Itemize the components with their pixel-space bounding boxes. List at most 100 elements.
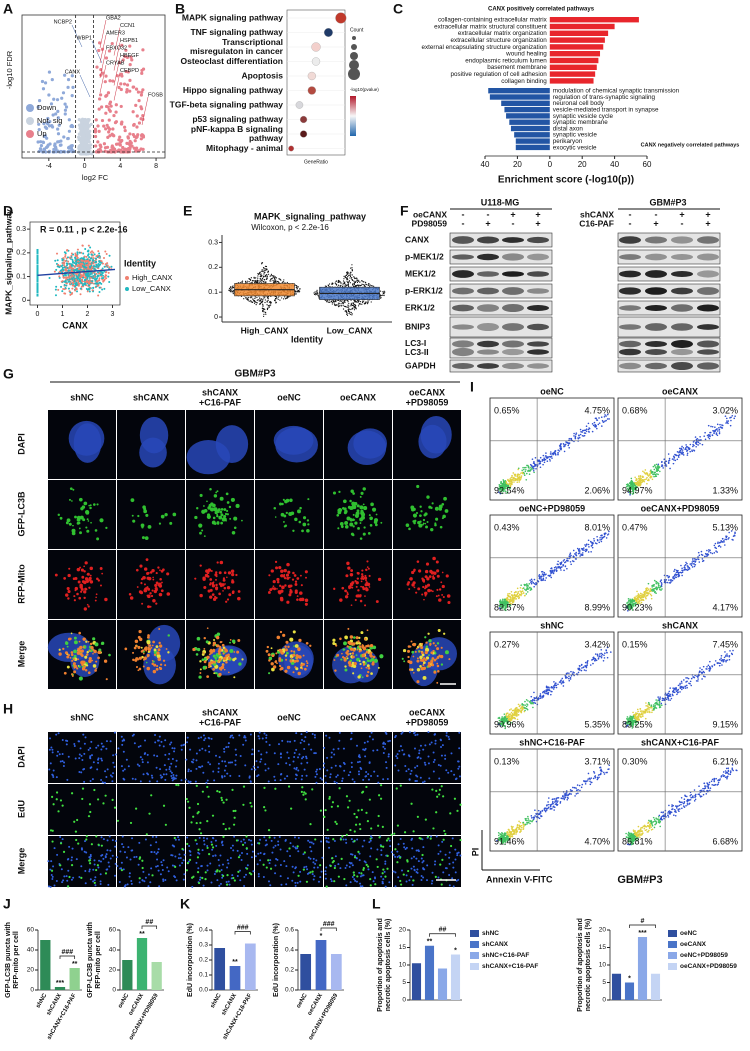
puncta bbox=[293, 574, 297, 577]
column-label: +PD98059 bbox=[406, 397, 449, 407]
puncta bbox=[268, 659, 271, 662]
nucleus bbox=[207, 745, 210, 748]
blot-band bbox=[619, 362, 641, 370]
puncta bbox=[78, 676, 83, 681]
legend-size bbox=[350, 52, 358, 60]
point bbox=[78, 274, 81, 277]
puncta bbox=[222, 652, 225, 655]
point bbox=[70, 254, 73, 257]
nucleus bbox=[268, 743, 271, 746]
jitter-point bbox=[228, 287, 231, 289]
point bbox=[104, 127, 108, 131]
point bbox=[98, 277, 101, 280]
category-label: exocytic vesicle bbox=[553, 144, 597, 151]
puncta bbox=[440, 663, 444, 666]
puncta bbox=[349, 499, 352, 503]
puncta bbox=[436, 656, 440, 659]
puncta bbox=[356, 504, 360, 508]
category-label: distal axon bbox=[553, 125, 584, 132]
point bbox=[49, 102, 54, 106]
nucleus bbox=[87, 748, 90, 751]
jitter-point bbox=[284, 298, 287, 300]
puncta bbox=[84, 655, 88, 659]
point bbox=[106, 262, 109, 265]
puncta bbox=[297, 671, 301, 676]
puncta bbox=[344, 665, 347, 668]
puncta bbox=[296, 598, 299, 601]
point bbox=[139, 137, 143, 141]
nucleus bbox=[303, 740, 306, 743]
puncta bbox=[219, 496, 224, 501]
jitter-point bbox=[258, 272, 261, 274]
category-label: vesicle-mediated transport in synapse bbox=[553, 106, 659, 113]
jitter-point bbox=[248, 278, 250, 280]
column-label: oeCANX bbox=[409, 707, 445, 717]
puncta bbox=[284, 648, 288, 652]
point bbox=[132, 85, 136, 89]
jitter-point bbox=[367, 301, 369, 303]
point bbox=[87, 244, 90, 247]
puncta bbox=[306, 528, 310, 533]
puncta bbox=[101, 641, 105, 645]
jitter-point bbox=[229, 290, 231, 292]
point bbox=[62, 257, 65, 260]
jitter-point bbox=[280, 279, 282, 281]
point bbox=[124, 48, 128, 52]
puncta bbox=[143, 583, 146, 586]
puncta bbox=[270, 662, 274, 666]
jitter-point bbox=[337, 284, 340, 286]
jitter-point bbox=[257, 275, 259, 277]
point bbox=[128, 78, 132, 82]
jitter-point bbox=[347, 310, 350, 313]
jitter-point bbox=[249, 279, 252, 281]
point bbox=[64, 253, 67, 256]
dot bbox=[335, 12, 347, 24]
point bbox=[36, 276, 39, 279]
puncta bbox=[272, 585, 275, 588]
puncta bbox=[352, 513, 355, 516]
puncta bbox=[304, 602, 308, 606]
nucleus bbox=[257, 735, 260, 738]
jitter-point bbox=[295, 291, 297, 293]
jitter-point bbox=[299, 288, 301, 290]
jitter-point bbox=[268, 306, 270, 308]
point bbox=[55, 268, 58, 271]
puncta bbox=[352, 505, 357, 510]
puncta bbox=[212, 667, 216, 671]
puncta bbox=[146, 640, 151, 645]
nucleus bbox=[227, 761, 230, 764]
puncta bbox=[350, 489, 354, 493]
puncta bbox=[78, 527, 81, 530]
point bbox=[78, 259, 81, 262]
puncta bbox=[411, 570, 415, 575]
point bbox=[111, 147, 115, 151]
nucleus bbox=[169, 770, 172, 773]
puncta bbox=[300, 584, 303, 587]
jitter-point bbox=[258, 280, 260, 282]
jitter-point bbox=[382, 292, 384, 294]
jitter-point bbox=[250, 296, 252, 298]
panel-letter: L bbox=[372, 896, 381, 912]
gene-label: HSPB1 bbox=[120, 38, 138, 44]
point bbox=[68, 265, 71, 268]
point bbox=[141, 147, 145, 151]
point bbox=[87, 254, 90, 257]
puncta bbox=[212, 516, 216, 520]
puncta bbox=[142, 658, 145, 661]
nucleus bbox=[250, 768, 253, 771]
nucleus bbox=[303, 768, 306, 771]
puncta bbox=[349, 572, 354, 577]
point bbox=[119, 104, 123, 109]
puncta bbox=[305, 660, 308, 663]
puncta bbox=[359, 662, 362, 666]
pathway-label: pNF-kappa B signaling bbox=[191, 124, 283, 134]
nucleus bbox=[170, 771, 173, 774]
jitter-point bbox=[255, 304, 257, 306]
jitter-point bbox=[331, 283, 333, 285]
jitter-point bbox=[257, 277, 259, 279]
nucleus bbox=[213, 779, 216, 782]
puncta bbox=[216, 644, 220, 648]
puncta bbox=[341, 652, 343, 655]
puncta bbox=[429, 642, 432, 646]
jitter-point bbox=[347, 272, 349, 274]
